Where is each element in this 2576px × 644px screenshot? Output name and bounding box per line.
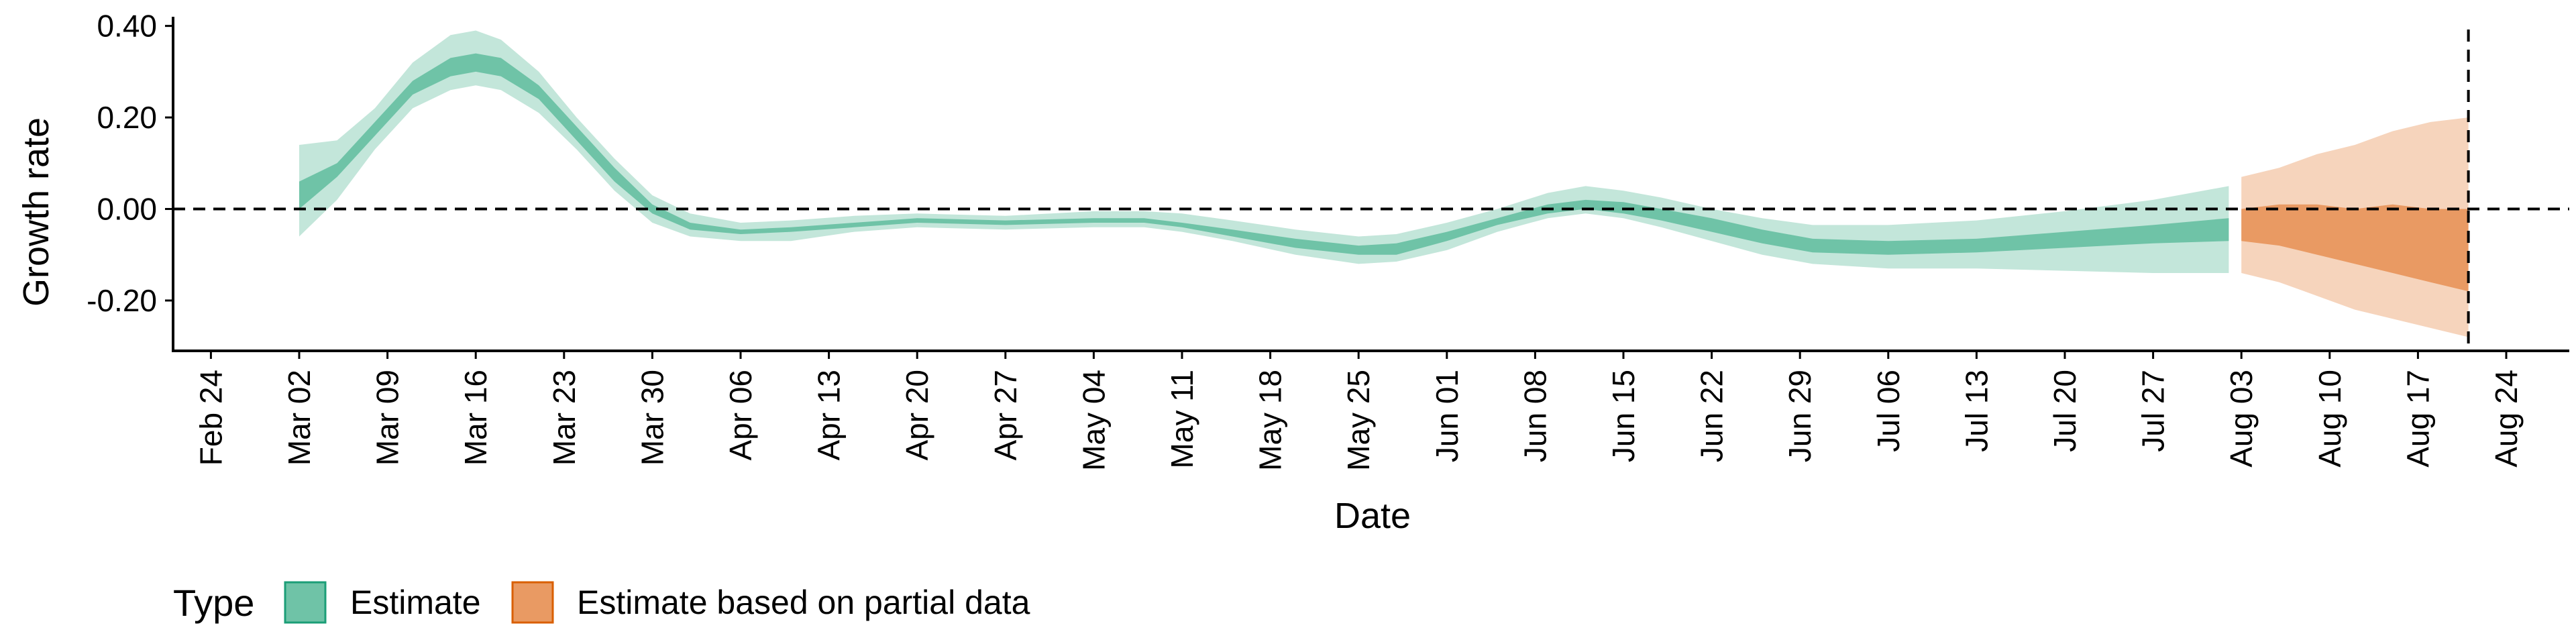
x-tick-label: Aug 03 <box>2224 370 2259 468</box>
x-tick-label: Apr 20 <box>900 370 934 461</box>
x-tick-label: Jun 22 <box>1695 370 1729 462</box>
x-tick-label: Mar 16 <box>458 370 493 466</box>
legend: Type Estimate Estimate based on partial … <box>173 581 1030 624</box>
x-tick-label: Apr 06 <box>723 370 758 461</box>
legend-swatch-estimate <box>284 581 327 624</box>
x-tick-label: Aug 17 <box>2400 370 2435 468</box>
x-tick-label: Mar 09 <box>370 370 405 466</box>
axes <box>165 17 2569 359</box>
x-tick-label: Jul 27 <box>2136 370 2171 452</box>
x-tick-label: May 25 <box>1341 370 1376 471</box>
reference-lines <box>173 30 2569 351</box>
legend-label-estimate: Estimate <box>350 584 481 621</box>
x-tick-label: May 11 <box>1165 370 1199 468</box>
y-tick-label: 0.20 <box>97 100 157 135</box>
legend-title: Type <box>173 582 254 624</box>
x-tick-label: May 04 <box>1076 370 1111 471</box>
x-tick-label: Mar 30 <box>635 370 669 466</box>
y-tick-label: 0.00 <box>97 192 157 227</box>
x-tick-label: Aug 24 <box>2489 370 2524 468</box>
tick-labels: -0.20 0.00 0.20 0.40 Feb 24 Mar 02 Mar 09 Mar 1… <box>87 9 2524 471</box>
x-tick-label: Jun 15 <box>1606 370 1641 462</box>
x-tick-label: Jul 13 <box>1959 370 1994 452</box>
partial-estimate-inner-band <box>2241 204 2469 292</box>
x-tick-label: May 18 <box>1253 370 1288 471</box>
legend-label-partial: Estimate based on partial data <box>577 584 1030 621</box>
y-tick-label: 0.40 <box>97 9 157 44</box>
x-tick-label: Apr 13 <box>812 370 847 461</box>
x-tick-label: Jun 01 <box>1430 370 1464 462</box>
x-tick-label: Jul 20 <box>2047 370 2082 452</box>
estimate-inner-band <box>299 53 2229 255</box>
x-tick-label: Jul 06 <box>1871 370 1906 452</box>
x-tick-label: Aug 10 <box>2312 370 2347 468</box>
x-tick-label: Mar 02 <box>282 370 317 466</box>
x-tick-label: Jun 29 <box>1782 370 1817 462</box>
estimate-bands <box>299 30 2469 337</box>
y-axis-title: Growth rate <box>16 117 56 307</box>
x-tick-label: Mar 23 <box>547 370 582 466</box>
legend-swatch-partial <box>511 581 554 624</box>
x-axis-title: Date <box>1334 496 1411 536</box>
y-tick-label: -0.20 <box>87 283 157 318</box>
x-tick-label: Apr 27 <box>988 370 1023 461</box>
x-tick-label: Jun 08 <box>1517 370 1552 462</box>
x-tick-label: Feb 24 <box>193 370 228 466</box>
